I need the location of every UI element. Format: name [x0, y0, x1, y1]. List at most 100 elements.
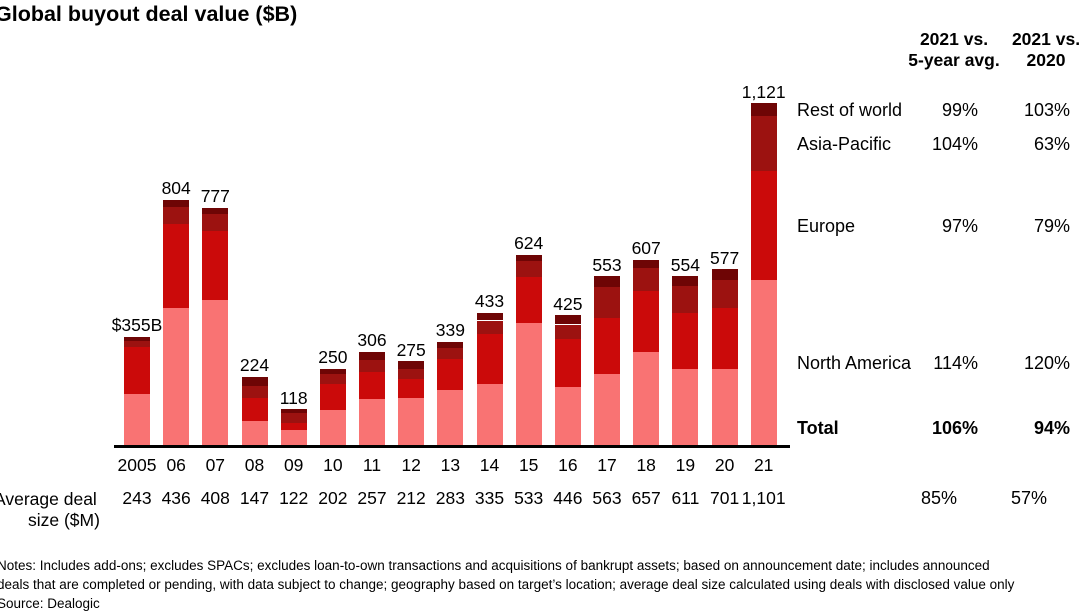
region-label: Rest of world	[797, 99, 903, 120]
bar-segment-north-america	[633, 351, 660, 445]
bar-segment-rest-of-world	[359, 351, 385, 361]
region-label: Asia-Pacific	[797, 133, 892, 154]
bar-segment-rest-of-world	[476, 312, 503, 321]
table-row-asia-pacific: Asia-Pacific 104% 63%	[797, 133, 1080, 155]
column-header-line: 2021 vs.	[1011, 29, 1080, 49]
x-axis-label: 19	[675, 455, 696, 475]
bar-value-label: 250	[318, 347, 348, 368]
vs-2020-value: 103%	[1023, 99, 1070, 120]
region-label: North America	[797, 352, 912, 373]
bar-segment-europe	[280, 422, 307, 431]
x-axis-label: 10	[323, 455, 343, 475]
bar-segment-europe	[554, 338, 581, 388]
bar-segment-europe	[241, 398, 268, 422]
vs-5yr-value: 106%	[931, 418, 978, 438]
bar-value-label: 433	[474, 291, 505, 312]
bar-value-label: 553	[592, 254, 622, 275]
bar-segment-europe	[515, 276, 542, 323]
bar-segment-asia-pacific	[633, 268, 660, 291]
bar-segment-asia-pacific	[163, 207, 190, 224]
x-axis-label: 15	[518, 455, 539, 475]
bar-segment-europe	[398, 378, 425, 398]
bar-segment-asia-pacific	[359, 360, 385, 373]
bar-segment-north-america	[437, 390, 464, 445]
bar-segment-rest-of-world	[124, 336, 150, 341]
x-axis-line	[114, 445, 790, 448]
x-axis-label: 14	[479, 455, 500, 475]
bar-segment-rest-of-world	[554, 315, 581, 325]
bar-segment-europe	[594, 317, 620, 374]
bar-segment-europe	[202, 230, 229, 300]
bar-value-label: 624	[514, 233, 544, 254]
column-header-line: 2021 vs.	[919, 29, 989, 49]
x-axis-label: 06	[166, 455, 186, 475]
avg-deal-size-value: 408	[200, 488, 230, 508]
bar-segment-asia-pacific	[672, 286, 699, 313]
bar-segment-rest-of-world	[163, 199, 190, 207]
bar-segment-north-america	[672, 369, 699, 445]
bar-segment-rest-of-world	[594, 276, 620, 287]
bar-segment-rest-of-world	[280, 409, 307, 414]
bar-segment-north-america	[515, 323, 542, 445]
vs-2020-value: 94%	[1033, 418, 1070, 438]
avg-deal-size-value: 657	[631, 488, 661, 508]
bar-segment-asia-pacific	[241, 386, 268, 398]
x-axis-label: 18	[636, 455, 656, 475]
avg-deal-size-value: 563	[592, 488, 622, 508]
x-axis-label: 07	[205, 455, 226, 475]
avg-deal-size-label: size ($M)	[28, 510, 100, 530]
x-axis-label: 2005	[117, 455, 157, 475]
bar-segment-north-america	[124, 393, 150, 445]
x-axis-label: 08	[244, 455, 265, 475]
bar-segment-rest-of-world	[398, 361, 425, 370]
avg-deal-size-value: 147	[239, 488, 270, 508]
bar-segment-rest-of-world	[672, 276, 699, 287]
source-text: Source: Dealogic	[0, 596, 100, 611]
bar-segment-asia-pacific	[594, 287, 620, 318]
bar-segment-europe	[124, 347, 150, 394]
column-header-vs-5yr-avg: 2021 vs. 5-year avg.	[894, 29, 1014, 71]
chart-title: Global buyout deal value ($B)	[0, 2, 298, 26]
vs-5yr-value: 114%	[933, 352, 978, 373]
vs-5yr-value: 104%	[931, 133, 978, 154]
x-axis-label: 16	[558, 455, 578, 475]
avg-deal-size-value: 446	[553, 488, 583, 508]
bar-segment-asia-pacific	[398, 369, 425, 379]
vs-2020-value: 120%	[1023, 352, 1070, 373]
x-axis-label: 13	[440, 455, 461, 475]
bar-segment-rest-of-world	[750, 103, 777, 117]
bar-segment-north-america	[280, 430, 307, 445]
avg-deal-size-value: 701	[709, 488, 740, 508]
table-row-rest-of-world: Rest of world 99% 103%	[797, 99, 1080, 121]
avg-deal-size-value: 611	[671, 488, 700, 508]
x-axis-label: 12	[401, 455, 421, 475]
avg-deal-size-value: 202	[318, 488, 348, 508]
bar-value-label: 777	[200, 186, 230, 207]
bar-segment-north-america	[711, 368, 738, 445]
bar-segment-north-america	[319, 409, 346, 445]
bar-value-label: 425	[553, 293, 583, 314]
bar-segment-europe	[359, 372, 385, 399]
x-axis-label: 17	[597, 455, 617, 475]
avg-deal-size-label: Average deal	[0, 489, 97, 509]
bar-segment-north-america	[594, 373, 620, 445]
bar-segment-asia-pacific	[554, 324, 581, 339]
table-row-north-america: North America 114% 120%	[797, 352, 1080, 374]
bar-segment-rest-of-world	[319, 368, 346, 374]
bar-value-label: 339	[435, 320, 465, 341]
vs-5yr-value: 99%	[941, 99, 978, 120]
bar-segment-north-america	[163, 308, 190, 445]
bar-segment-asia-pacific	[319, 373, 346, 385]
notes-line: Notes: Includes add-ons; excludes SPACs;…	[0, 558, 990, 573]
bar-segment-north-america	[241, 421, 268, 445]
bar-value-label: 607	[631, 238, 661, 259]
bar-segment-europe	[633, 290, 660, 352]
vs-2020-value: 63%	[1033, 133, 1070, 154]
bar-segment-asia-pacific	[750, 116, 777, 172]
bar-segment-north-america	[476, 384, 503, 445]
bar-value-label: 804	[161, 178, 191, 199]
bar-segment-europe	[672, 312, 699, 369]
bar-segment-asia-pacific	[202, 214, 229, 231]
avg-deal-size-value: 257	[357, 488, 387, 508]
bar-segment-europe	[476, 334, 503, 384]
